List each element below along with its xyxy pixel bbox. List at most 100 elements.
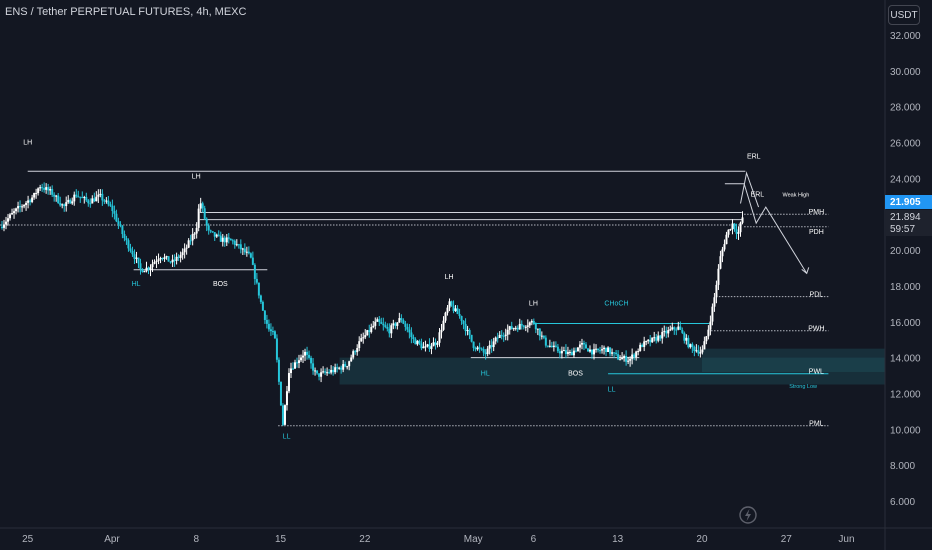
candle-body [454,308,457,312]
candle-body [151,263,154,268]
candle-body [635,351,638,357]
candle-body [69,199,72,204]
x-tick-label: 15 [275,534,287,545]
candle-body [211,231,214,233]
candle-body [3,224,6,228]
annotation-label: PWL [809,369,824,376]
candle-body [55,195,58,197]
candle-body [683,332,686,341]
candle-body [516,327,519,330]
candle-body [595,348,598,350]
candle-body [663,330,666,332]
x-tick-label: 8 [193,534,199,545]
candle-body [607,347,610,352]
annotation-label: Weak High [782,192,809,198]
candle-body [556,346,559,352]
candle-body [340,367,343,370]
candle-body [43,188,46,190]
candle-body [434,342,437,345]
y-tick-label: 24.000 [890,174,921,185]
candle-body [175,256,178,261]
candle-body [324,371,327,373]
candle-body [609,347,612,354]
candle-body [687,337,690,348]
candle-body [631,354,634,359]
candle-body [733,223,736,230]
candle-body [398,318,401,323]
candle-body [741,217,744,223]
candle-body [21,206,24,208]
candle-body [404,323,407,327]
candle-body [57,195,60,204]
projection-layer [724,171,810,275]
candle-body [159,258,162,260]
candle-body [731,223,734,230]
candle-body [344,364,347,367]
candle-body [300,357,303,361]
candle-body [95,196,98,202]
erl-path [740,171,760,208]
candle-body [653,337,656,339]
candle-body [675,329,678,331]
currency-unit-button[interactable]: USDT [888,5,920,25]
candle-body [346,366,349,368]
candle-body [223,237,226,243]
candle-body [558,351,561,354]
candle-body [480,348,483,350]
candle-body [637,350,640,352]
candle-body [173,259,176,261]
candle-body [336,367,339,369]
candle-body [613,352,616,354]
candle-body [179,255,182,258]
candle-body [79,196,82,198]
candle-body [370,327,373,333]
candle-body [67,199,70,203]
candle-body [520,323,523,326]
candle-body [611,352,614,354]
candle-body [570,352,573,356]
candle-body [432,342,435,347]
candle-body [350,357,353,362]
candle-body [137,257,140,264]
candle-body [51,189,54,195]
y-tick-label: 12.000 [890,389,921,400]
candle-body [81,197,84,199]
candle-body [639,344,642,351]
candle-body [406,326,409,330]
candle-body [701,349,704,353]
x-tick-label: 27 [781,534,793,545]
candle-body [376,319,379,322]
candle-body [548,345,551,347]
candle-body [737,232,740,234]
candle-body [125,238,128,241]
candle-body [289,368,292,374]
candle-body [285,391,288,406]
candle-body [601,349,604,351]
candle-body [739,222,742,233]
candle-body [530,320,533,323]
x-tick-label: 25 [22,534,34,545]
candle-body [231,240,234,242]
candle-body [645,341,648,343]
candle-body [105,200,108,202]
candle-body [464,323,467,332]
candle-body [49,189,52,191]
candle-body [318,373,321,377]
candle-body [143,271,146,273]
candle-body [502,335,505,337]
candle-body [53,194,56,197]
candle-body [691,344,694,348]
candle-body [314,370,317,372]
candle-body [328,372,331,374]
candle-body [193,233,196,235]
annotation-label: PML [809,421,824,428]
candle-body [478,347,481,349]
candle-body [147,267,150,270]
candle-body [251,257,254,265]
candle-body [197,208,200,228]
candle-body [109,204,112,206]
candle-body [643,341,646,347]
candle-body [59,203,62,206]
candle-body [364,335,367,338]
